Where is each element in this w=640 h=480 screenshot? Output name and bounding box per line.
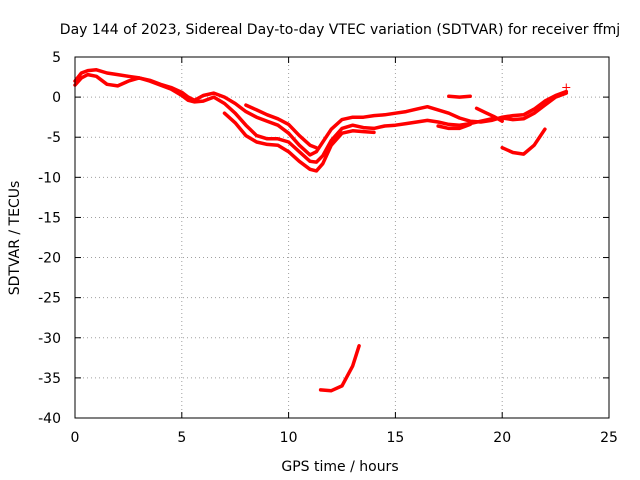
x-tick-label: 20: [493, 430, 511, 446]
series-segment-h: [500, 127, 547, 156]
x-tick-label: 5: [177, 430, 186, 446]
x-tick-label: 15: [386, 430, 404, 446]
y-tick-label: -10: [38, 170, 61, 186]
series-segment-e: [436, 122, 472, 131]
x-axis-label: GPS time / hours: [281, 459, 398, 475]
y-tick-label: -35: [38, 371, 61, 387]
series-track-d: [244, 103, 319, 150]
y-tick-label: 5: [52, 50, 61, 66]
grid-lines: [75, 57, 609, 418]
y-tick-label: -30: [38, 331, 61, 347]
y-tick-label: 0: [52, 90, 61, 106]
plot-frame: [74, 56, 610, 419]
x-tick-label: 0: [71, 430, 80, 446]
y-tick-label: -5: [47, 130, 61, 146]
x-tick-label: 10: [280, 430, 298, 446]
series-track-b: [73, 72, 569, 164]
y-axis-label: SDTVAR / TECUs: [7, 181, 23, 296]
series-segment-f: [447, 94, 472, 99]
series-segment-i: [318, 344, 361, 393]
end-marker: [562, 83, 571, 92]
x-tick-label: 25: [600, 430, 618, 446]
y-tick-label: -40: [38, 411, 61, 427]
data-series: [73, 68, 569, 393]
y-tick-label: -25: [38, 291, 61, 307]
axes: 0 5 10 15 20 25 5 0 -5 -10 -15 -20 -25 -30 -35 -40: [38, 50, 618, 446]
y-tick-label: -20: [38, 251, 61, 267]
series-segment-g: [474, 106, 504, 123]
chart-title: Day 144 of 2023, Sidereal Day-to-day VTE…: [60, 22, 620, 38]
y-tick-label: -15: [38, 210, 61, 226]
series-track-c: [222, 111, 376, 173]
